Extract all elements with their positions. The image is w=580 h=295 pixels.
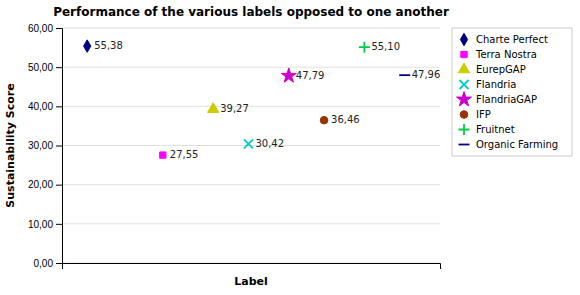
tick-label: 50,00	[28, 62, 53, 73]
grid-line	[62, 67, 440, 68]
data-label: 36,46	[331, 114, 360, 125]
data-label: 30,42	[255, 138, 284, 149]
tick-mark	[56, 263, 62, 264]
y-axis: 0,00 10,00 20,00 30,00 40,00 50,00 60,00	[28, 23, 63, 269]
tick-label: 10,00	[28, 219, 53, 230]
legend-symbol	[460, 80, 469, 89]
point	[281, 68, 296, 82]
axis-line	[63, 264, 441, 270]
point	[244, 139, 253, 148]
tick: 60,00	[28, 23, 62, 34]
legend-symbol	[459, 124, 470, 135]
legend-label: Flandria	[476, 79, 516, 90]
legend-label: Organic Farming	[476, 139, 558, 150]
point	[208, 103, 219, 113]
tick: 20,00	[28, 179, 62, 190]
grid-line	[62, 28, 440, 29]
y-axis-title: Sustainability Score	[4, 83, 17, 207]
axis-line	[56, 29, 63, 264]
tick-mark	[56, 67, 62, 68]
point	[84, 40, 91, 52]
legend: Charte Perfect Terra Nostra EurepGAP Flandr…	[452, 28, 572, 156]
x-axis	[63, 264, 441, 270]
tick-mark	[56, 224, 62, 225]
legend-label: IFP	[476, 109, 491, 120]
point	[399, 74, 410, 76]
data-labels: 55,38 27,55 39,27 30,42 47,79 36,46 55,10 47,96	[94, 40, 440, 160]
legend-symbol	[460, 111, 468, 119]
point	[359, 42, 370, 53]
legend-symbol	[461, 51, 467, 57]
grid	[62, 28, 440, 263]
chart: 0,00 10,00 20,00 30,00 40,00 50,00 60,00 55,38 2…	[0, 0, 580, 295]
legend-symbol	[458, 63, 469, 73]
legend-label: Fruitnet	[476, 124, 515, 135]
point	[160, 152, 166, 158]
tick-mark	[56, 185, 62, 186]
point	[320, 116, 328, 124]
title: Performance of the various labels oppose…	[53, 5, 449, 19]
legend-symbol	[456, 92, 471, 106]
data-label: 47,79	[296, 70, 325, 81]
tick: 0,00	[34, 258, 62, 269]
tick-label: 20,00	[28, 179, 53, 190]
grid-line	[62, 223, 440, 224]
tick-label: 40,00	[28, 101, 53, 112]
legend-frame	[452, 28, 572, 156]
data-label: 47,96	[412, 69, 441, 80]
tick: 40,00	[28, 101, 62, 112]
tick: 10,00	[28, 219, 62, 230]
data-label: 27,55	[170, 149, 199, 160]
legend-symbol	[460, 33, 467, 45]
legend-label: EurepGAP	[476, 64, 526, 75]
points	[84, 40, 411, 158]
legend-label: Terra Nostra	[475, 49, 537, 60]
tick-mark	[56, 106, 62, 107]
grid-line	[62, 184, 440, 185]
legend-symbol	[459, 144, 470, 146]
tick: 30,00	[28, 140, 62, 151]
tick-label: 30,00	[28, 140, 53, 151]
tick: 50,00	[28, 62, 62, 73]
legend-label: FlandriaGAP	[476, 94, 537, 105]
data-label: 55,10	[371, 41, 400, 52]
legend-label: Charte Perfect	[476, 34, 548, 45]
data-label: 39,27	[220, 103, 249, 114]
tick-mark	[56, 28, 62, 29]
grid-line	[62, 106, 440, 107]
tick-label: 60,00	[28, 23, 53, 34]
x-axis-title: Label	[234, 275, 268, 288]
tick-mark	[56, 146, 62, 147]
tick-label: 0,00	[34, 258, 54, 269]
data-label: 55,38	[94, 40, 123, 51]
